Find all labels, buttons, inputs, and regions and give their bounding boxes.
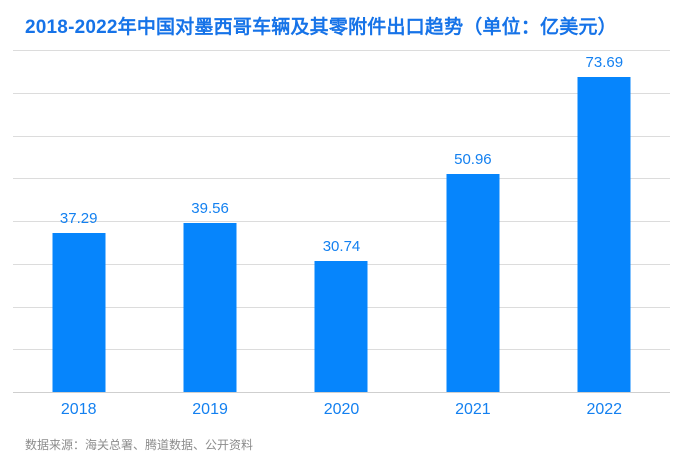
bar-value-label: 39.56 xyxy=(191,199,229,217)
bar xyxy=(183,222,237,392)
x-tick-label: 2022 xyxy=(586,401,623,418)
x-tick-label: 2021 xyxy=(455,401,491,418)
bar-slot: 30.74 xyxy=(276,50,407,392)
gridline xyxy=(13,50,670,51)
gridline xyxy=(13,92,670,94)
gridline xyxy=(13,178,670,180)
bar xyxy=(577,76,631,392)
bar-slot: 37.29 xyxy=(13,50,144,392)
bar-slot: 73.69 xyxy=(539,50,670,392)
bar-slot: 50.96 xyxy=(407,50,538,392)
bar xyxy=(314,260,368,392)
bar-value-label: 73.69 xyxy=(585,53,624,71)
bar-value-label: 50.96 xyxy=(454,151,492,169)
x-tick-label: 2020 xyxy=(323,401,360,418)
gridline xyxy=(13,135,670,137)
bar-value-label: 30.74 xyxy=(322,237,361,255)
x-axis-line xyxy=(13,392,670,393)
x-tick-label: 2018 xyxy=(60,401,97,418)
source-note: 数据来源：海关总署、腾道数据、公开资料 xyxy=(25,438,254,452)
gridline xyxy=(13,221,670,222)
plot-area: 37.29 39.56 30.74 50.96 73.69 xyxy=(13,50,670,392)
bar-value-label: 37.29 xyxy=(59,209,98,227)
chart-title: 2018-2022年中国对墨西哥车辆及其零附件出口趋势（单位：亿美元） xyxy=(25,17,617,38)
x-axis-labels: 2018 2019 2020 2021 2022 xyxy=(13,401,670,421)
bar xyxy=(52,232,106,392)
x-tick-label: 2019 xyxy=(192,401,228,418)
bar-slot: 39.56 xyxy=(144,50,275,392)
bar xyxy=(446,174,500,392)
